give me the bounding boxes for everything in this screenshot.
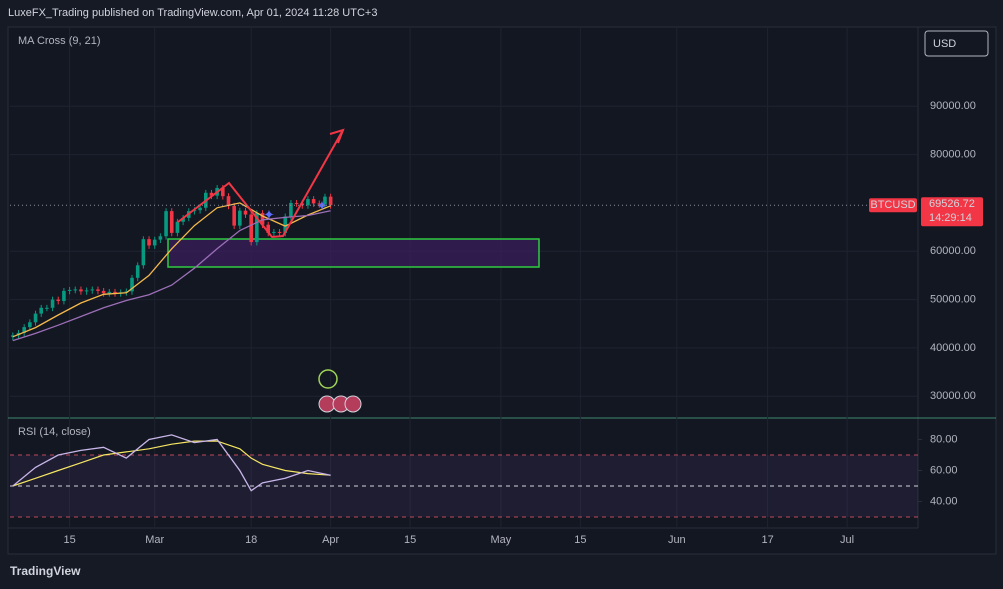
candle-body <box>96 289 100 291</box>
price-tag <box>921 197 983 227</box>
ma-line <box>12 210 331 342</box>
candle-body <box>294 202 299 204</box>
y-tick-label: 90000.00 <box>930 100 976 112</box>
x-tick-label: Jul <box>840 534 854 546</box>
candle-body <box>164 211 168 237</box>
candle-body <box>107 291 112 294</box>
candle-body <box>158 236 163 240</box>
candle-body <box>67 289 72 291</box>
candle-body <box>39 307 44 314</box>
candle-body <box>300 203 305 206</box>
currency-button[interactable] <box>924 30 989 57</box>
candle-body <box>169 211 174 233</box>
event-icon[interactable] <box>344 395 362 413</box>
y-tick-label: 30000.00 <box>930 390 976 402</box>
candle-body <box>238 210 242 226</box>
candle-body <box>11 335 15 337</box>
rsi-tick-label: 60.00 <box>930 464 958 476</box>
projection-path <box>177 129 344 239</box>
candle-body <box>84 290 89 292</box>
x-tick-label: May <box>490 534 511 546</box>
footer-logo: TradingView <box>10 564 81 578</box>
candle-body <box>266 224 271 233</box>
candle-body <box>141 239 146 266</box>
candle-body <box>283 216 288 233</box>
chart-frame <box>7 26 997 555</box>
event-icon[interactable] <box>318 369 338 389</box>
y-tick-label: 60000.00 <box>930 245 976 257</box>
candle-body <box>198 207 202 211</box>
candle-body <box>317 203 322 205</box>
countdown: 14:29:14 <box>929 212 972 224</box>
candle-body <box>221 187 225 197</box>
arrow-head <box>329 128 345 144</box>
indicator-label: MA Cross (9, 21) <box>18 35 101 47</box>
candle-body <box>289 202 293 217</box>
chart-title: LuxeFX_Trading published on TradingView.… <box>8 7 377 19</box>
last-price: 69526.72 <box>929 198 975 210</box>
candle-body <box>181 217 185 222</box>
candle-body <box>272 231 276 233</box>
x-tick-label: 15 <box>404 534 416 546</box>
candle-body <box>243 210 248 215</box>
x-tick-label: Jun <box>668 534 686 546</box>
candle-body <box>101 290 106 294</box>
x-tick-label: 18 <box>245 534 257 546</box>
rsi-tick-label: 40.00 <box>930 495 958 507</box>
candle-body <box>130 277 134 292</box>
candle-body <box>113 291 117 294</box>
candle-body <box>79 289 83 292</box>
ma-line <box>12 202 331 338</box>
candle-body <box>255 213 259 243</box>
rsi-label: RSI (14, close) <box>18 426 91 438</box>
rsi-band-fill <box>10 455 918 517</box>
candle-body <box>90 289 95 291</box>
x-tick-label: 17 <box>761 534 773 546</box>
x-tick-label: 15 <box>63 534 75 546</box>
candle-body <box>260 213 265 225</box>
x-tick-label: Apr <box>322 534 339 546</box>
candle-body <box>209 192 214 196</box>
candle-body <box>226 196 231 206</box>
star-icon: ✦ <box>263 207 275 223</box>
candle-body <box>306 199 310 206</box>
candle-body <box>28 322 32 328</box>
candle-body <box>124 291 129 293</box>
candle-body <box>232 205 236 226</box>
x-tick-label: Mar <box>145 534 164 546</box>
x-tick-label: 15 <box>574 534 586 546</box>
candle-body <box>175 221 180 233</box>
candle-body <box>45 307 49 309</box>
candle-body <box>328 196 333 206</box>
symbol-tag <box>869 198 917 213</box>
y-tick-label: 80000.00 <box>930 149 976 161</box>
candle-body <box>73 289 78 291</box>
candle-body <box>152 239 157 246</box>
rsi-ma-line <box>12 440 331 487</box>
candle-body <box>277 231 282 233</box>
y-tick-label: 40000.00 <box>930 342 976 354</box>
rsi-tick-label: 80.00 <box>930 433 958 445</box>
symbol: BTCUSD <box>870 199 915 211</box>
candle-body <box>249 214 253 243</box>
rsi-line <box>12 434 331 492</box>
candle-body <box>311 199 316 204</box>
candle-body <box>323 196 327 205</box>
candle-body <box>33 313 38 323</box>
currency[interactable]: USD <box>933 38 956 50</box>
candle-body <box>22 327 26 333</box>
candle-body <box>50 299 55 308</box>
candle-body <box>147 239 151 246</box>
y-tick-label: 50000.00 <box>930 293 976 305</box>
candle-body <box>56 299 61 302</box>
candle-body <box>135 265 140 278</box>
candle-body <box>62 290 66 302</box>
demand-zone <box>167 238 540 268</box>
